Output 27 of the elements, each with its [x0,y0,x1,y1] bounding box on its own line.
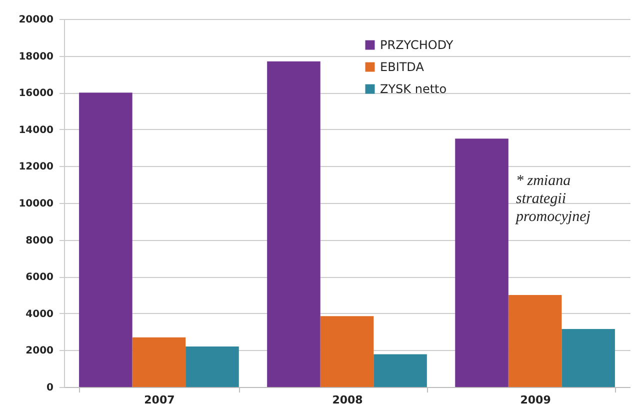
bar [562,329,615,387]
y-tick-label: 20000 [18,14,54,26]
bar [132,337,186,387]
legend-label: ZYSK netto [380,82,447,96]
x-tick-label: 2009 [520,394,551,406]
y-tick-label: 6000 [26,272,54,284]
y-tick-label: 16000 [18,88,54,100]
y-tick-label: 8000 [26,235,54,246]
y-tick-label: 2000 [26,346,54,357]
legend-label: PRZYCHODY [380,38,454,52]
y-tick-label: 0 [46,382,54,394]
y-tick-label: 18000 [18,51,54,62]
bar [79,92,132,387]
x-tick-label: 2008 [332,394,363,406]
bar [186,346,239,387]
x-tick-label: 2007 [144,394,175,406]
legend-label: EBITDA [380,60,425,74]
y-tick-label: 14000 [18,124,54,136]
y-tick-label: 4000 [26,308,54,320]
bar [374,354,427,387]
bar [267,61,320,387]
bar [320,316,374,387]
bar [508,295,562,387]
y-tick-label: 10000 [18,198,54,210]
bar [455,138,508,387]
annotation: * zmiana strategii promocyjnej [515,173,590,225]
y-tick-label: 12000 [18,162,54,173]
